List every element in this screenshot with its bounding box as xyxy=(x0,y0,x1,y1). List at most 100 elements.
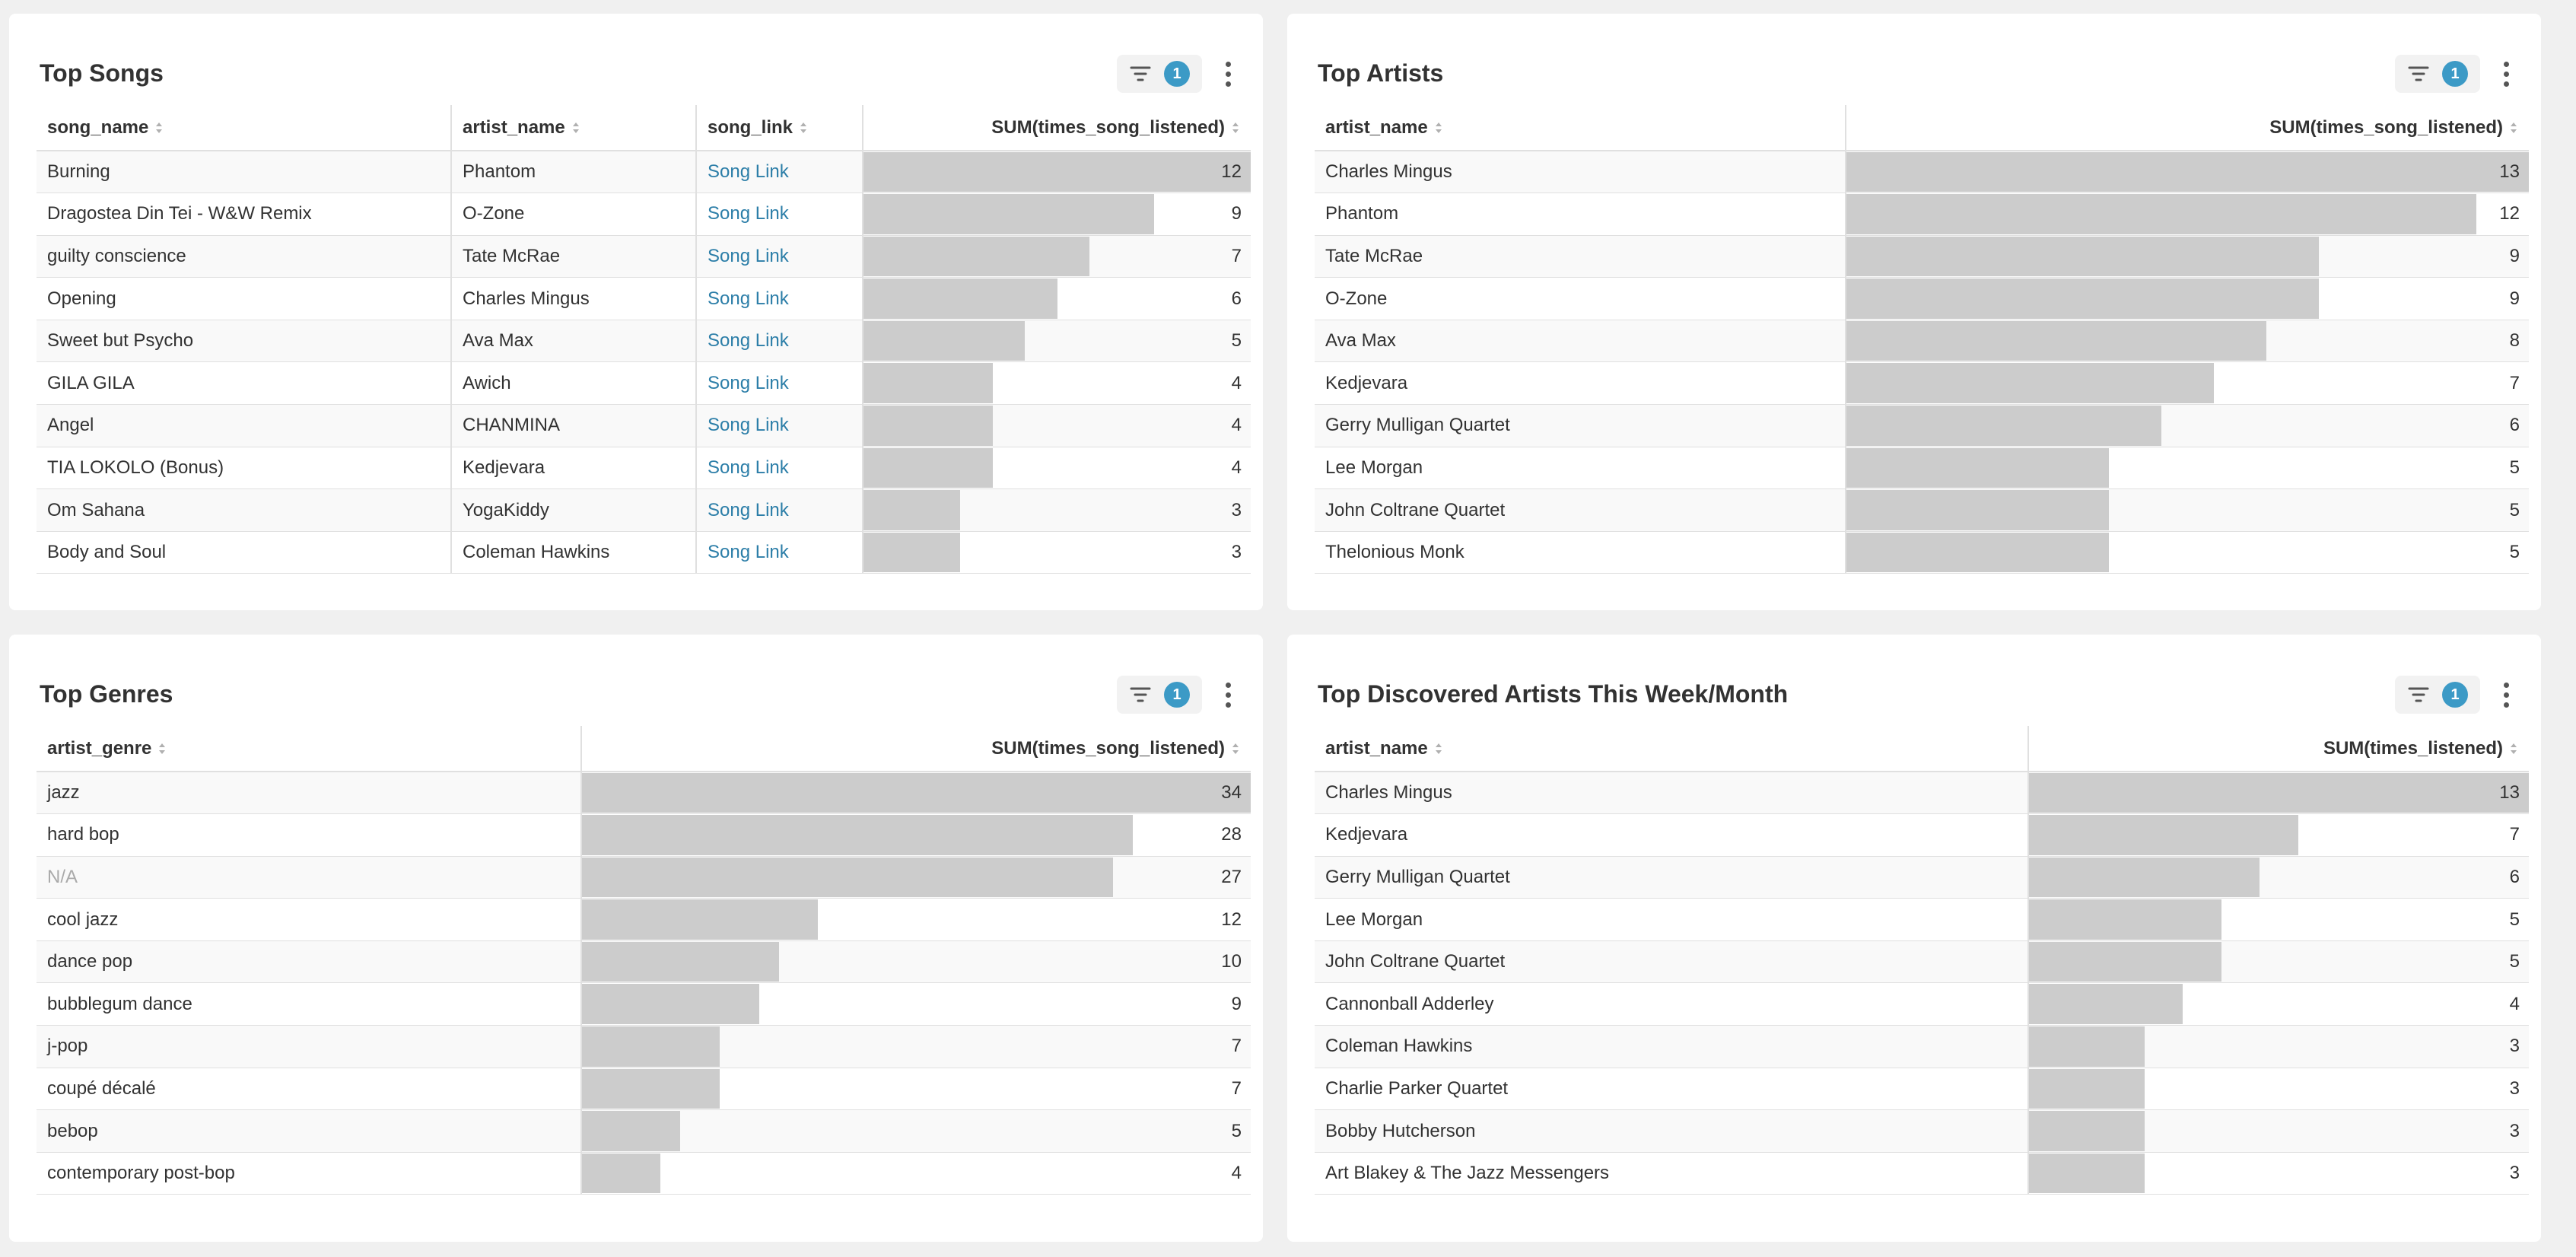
filter-button[interactable]: 1 xyxy=(2395,676,2480,714)
value-bar xyxy=(1847,236,2319,277)
table-row: Gerry Mulligan Quartet 6 xyxy=(1315,404,2529,447)
table-row: Dragostea Din Tei - W&W Remix O-Zone Song … xyxy=(37,193,1251,236)
song-link[interactable]: Song Link xyxy=(695,235,863,278)
column-header-artist-name[interactable]: artist_name xyxy=(1315,726,2028,772)
value-cell: 7 xyxy=(862,235,1251,278)
filter-button[interactable]: 1 xyxy=(1117,55,1202,93)
table-row: O-Zone 9 xyxy=(1315,277,2529,320)
value-bar xyxy=(1847,194,2476,234)
value-bar xyxy=(864,320,1026,361)
artist-name-cell: Charles Mingus xyxy=(450,277,696,320)
value-bar xyxy=(864,447,993,488)
value-bar xyxy=(583,857,1114,898)
artist-name-cell: Art Blakey & The Jazz Messengers xyxy=(1315,1152,2028,1195)
value-label: 5 xyxy=(2509,542,2520,563)
sort-icon xyxy=(159,743,166,754)
value-label: 9 xyxy=(1231,993,1242,1014)
value-bar xyxy=(1847,363,2214,404)
song-link[interactable]: Song Link xyxy=(695,531,863,574)
value-cell: 9 xyxy=(862,193,1251,236)
genre-cell: contemporary post-bop xyxy=(37,1152,581,1195)
value-bar xyxy=(2030,1153,2145,1194)
value-label: 4 xyxy=(1231,457,1242,478)
value-cell: 5 xyxy=(2027,898,2529,941)
value-cell: 7 xyxy=(2027,813,2529,857)
filter-count-badge: 1 xyxy=(2442,61,2468,87)
sort-icon xyxy=(1232,122,1239,133)
table-row: John Coltrane Quartet 5 xyxy=(1315,940,2529,984)
filter-button[interactable]: 1 xyxy=(2395,55,2480,93)
song-link[interactable]: Song Link xyxy=(695,277,863,320)
artist-name-cell: Bobby Hutcherson xyxy=(1315,1109,2028,1153)
value-bar xyxy=(864,406,993,446)
column-header-artist-genre[interactable]: artist_genre xyxy=(37,726,581,772)
column-header-song-name[interactable]: song_name xyxy=(37,105,451,151)
value-bar xyxy=(583,815,1133,855)
song-name-cell: Angel xyxy=(37,404,451,447)
value-cell: 9 xyxy=(1845,235,2529,278)
value-bar xyxy=(1847,406,2161,446)
value-bar xyxy=(864,490,961,530)
song-link[interactable]: Song Link xyxy=(695,193,863,236)
more-vertical-icon[interactable] xyxy=(2494,677,2518,712)
song-link[interactable]: Song Link xyxy=(695,488,863,532)
value-label: 3 xyxy=(1231,499,1242,520)
value-label: 5 xyxy=(1231,1120,1242,1141)
filter-count-badge: 1 xyxy=(2442,682,2468,708)
column-header-song-link[interactable]: song_link xyxy=(695,105,863,151)
value-label: 5 xyxy=(2509,909,2520,930)
value-label: 6 xyxy=(2509,415,2520,436)
column-header-sum[interactable]: SUM(times_song_listened) xyxy=(1845,105,2529,151)
value-cell: 5 xyxy=(1845,447,2529,490)
song-link[interactable]: Song Link xyxy=(695,320,863,363)
sort-icon xyxy=(156,122,163,133)
artist-name-cell: Lee Morgan xyxy=(1315,898,2028,941)
table-row: Angel CHANMINA Song Link 4 xyxy=(37,404,1251,447)
song-link[interactable]: Song Link xyxy=(695,404,863,447)
value-bar xyxy=(1847,490,2109,530)
song-name-cell: Sweet but Psycho xyxy=(37,320,451,363)
value-cell: 3 xyxy=(862,531,1251,574)
value-bar xyxy=(864,194,1154,234)
table-row: Charlie Parker Quartet 3 xyxy=(1315,1068,2529,1111)
song-name-cell: guilty conscience xyxy=(37,235,451,278)
song-name-cell: Om Sahana xyxy=(37,488,451,532)
value-bar xyxy=(2030,941,2221,982)
top-songs-panel: Top Songs 1 song_name artist_name song_l… xyxy=(9,14,1263,610)
value-label: 4 xyxy=(1231,372,1242,393)
column-header-sum[interactable]: SUM(times_song_listened) xyxy=(862,105,1251,151)
filter-button[interactable]: 1 xyxy=(1117,676,1202,714)
artist-name-cell: O-Zone xyxy=(450,193,696,236)
more-vertical-icon[interactable] xyxy=(1216,677,1240,712)
value-label: 9 xyxy=(2509,245,2520,266)
artist-name-cell: Kedjevara xyxy=(1315,361,1846,406)
artist-name-cell: Lee Morgan xyxy=(1315,447,1846,490)
artist-name-cell: Charles Mingus xyxy=(1315,151,1846,194)
value-cell: 13 xyxy=(2027,772,2529,815)
more-vertical-icon[interactable] xyxy=(2494,56,2518,91)
value-label: 9 xyxy=(1231,203,1242,224)
value-bar xyxy=(1847,532,2109,573)
table-row: Gerry Mulligan Quartet 6 xyxy=(1315,856,2529,899)
value-cell: 4 xyxy=(862,404,1251,447)
song-link[interactable]: Song Link xyxy=(695,447,863,490)
column-header-artist-name[interactable]: artist_name xyxy=(1315,105,1846,151)
song-link[interactable]: Song Link xyxy=(695,151,863,194)
column-header-artist-name[interactable]: artist_name xyxy=(450,105,696,151)
value-cell: 28 xyxy=(580,813,1251,857)
value-bar xyxy=(583,1068,720,1109)
table-row: Body and Soul Coleman Hawkins Song Link 3 xyxy=(37,531,1251,574)
song-name-cell: TIA LOKOLO (Bonus) xyxy=(37,447,451,490)
column-header-sum[interactable]: SUM(times_listened) xyxy=(2027,726,2529,772)
value-cell: 5 xyxy=(1845,531,2529,574)
value-cell: 8 xyxy=(1845,320,2529,363)
artist-name-cell: Coleman Hawkins xyxy=(1315,1025,2028,1068)
column-header-sum[interactable]: SUM(times_song_listened) xyxy=(580,726,1251,772)
filter-icon xyxy=(2408,687,2429,702)
song-link[interactable]: Song Link xyxy=(695,361,863,406)
value-cell: 5 xyxy=(862,320,1251,363)
more-vertical-icon[interactable] xyxy=(1216,56,1240,91)
value-label: 8 xyxy=(2509,330,2520,352)
table-row: dance pop 10 xyxy=(37,940,1251,984)
value-bar xyxy=(583,899,819,940)
